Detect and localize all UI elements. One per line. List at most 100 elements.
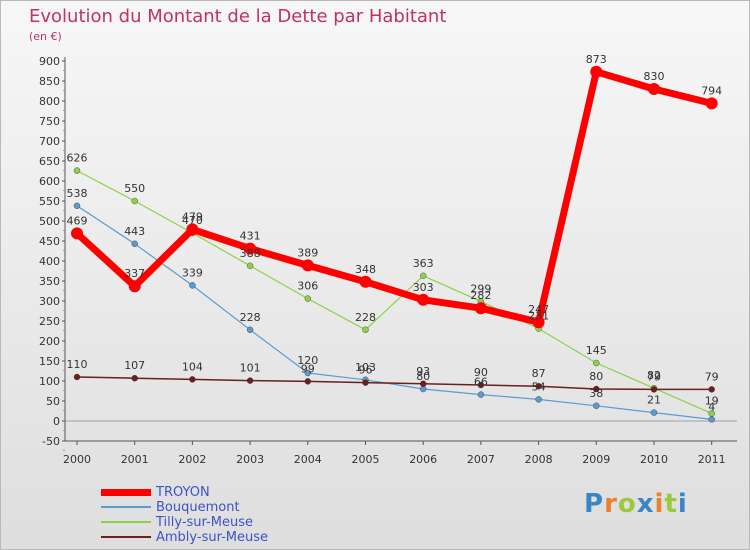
y-tick-label: 850 [39,75,60,88]
data-point [301,259,314,272]
data-label: 82 [647,369,661,382]
data-point [532,316,545,329]
data-label: 830 [644,70,665,83]
logo-letter: r [604,489,618,519]
data-label: 303 [413,281,434,294]
data-label: 626 [67,152,88,165]
data-point [705,97,718,110]
series-line [76,376,713,391]
data-point [420,272,427,279]
data-point [128,280,141,293]
y-tick-label: 600 [39,175,60,188]
series-line [73,68,716,326]
legend: TROYON Bouquemont Tilly-sur-Meuse Ambly-sur… [101,485,421,545]
data-label: 337 [124,267,145,280]
data-label: 101 [240,362,261,375]
logo-letter: x [636,489,655,519]
legend-label: Bouquemont [156,500,240,515]
data-point [73,373,81,381]
data-label: 99 [301,362,315,375]
data-label: 87 [532,367,546,380]
data-label: 306 [297,280,318,293]
logo-letter: t [664,489,678,519]
x-tick-label: 2010 [640,453,668,466]
logo-letter: i [677,489,688,519]
data-label: 110 [67,358,88,371]
data-point [362,379,369,386]
y-tick-label: 500 [39,215,60,228]
data-label: 228 [240,311,261,324]
x-tick-label: 2009 [582,453,610,466]
data-label: 104 [182,360,203,373]
data-point [477,381,485,389]
data-point [131,375,138,382]
chart-title: Evolution du Montant de la Dette par Hab… [29,6,447,27]
y-tick-label: 450 [39,235,60,248]
data-point [593,402,600,409]
data-point [708,410,715,417]
legend-label: Tilly-sur-Meuse [156,515,253,530]
x-tick-label: 2003 [236,453,264,466]
data-point [362,326,369,333]
data-label: 96 [359,364,373,377]
series-line [76,170,713,414]
data-point [304,378,311,385]
data-point [131,240,138,248]
data-label: 363 [413,257,434,270]
y-tick-label: 900 [39,55,60,68]
data-point [71,227,83,240]
x-tick-label: 2008 [525,453,553,466]
data-label: 107 [124,359,145,372]
unit-label: (en €) [29,30,62,43]
data-label: 873 [586,53,607,66]
data-point [186,223,199,236]
logo-letter: i [654,489,665,519]
data-point [131,197,138,205]
data-label: 282 [470,289,491,302]
data-label: 538 [67,187,88,200]
data-label: 550 [124,182,145,195]
logo-letter: P [584,489,605,519]
data-label: 470 [182,214,203,227]
y-tick-label: 350 [39,275,60,288]
data-point [246,377,254,384]
data-label: 469 [67,214,88,227]
data-point [189,282,196,289]
x-tick-label: 2001 [121,453,149,466]
data-point [477,391,485,398]
data-point [650,386,658,393]
logo-letter: o [617,489,637,519]
legend-label: Ambly-sur-Meuse [156,530,269,545]
data-label: 21 [647,394,661,407]
y-tick-label: 800 [39,95,60,108]
data-point [593,385,600,393]
y-tick-label: 550 [39,195,60,208]
data-label: 247 [528,303,549,316]
data-label: 80 [416,370,430,383]
x-tick-label: 2005 [352,453,380,466]
data-label: 66 [474,376,488,389]
x-tick-label: 2011 [698,453,726,466]
legend-item: Tilly-sur-Meuse [101,515,421,530]
y-tick-label: -50 [42,435,60,448]
data-point [593,359,600,367]
legend-item: Ambly-sur-Meuse [101,530,421,545]
data-point [359,275,372,288]
data-label: 431 [240,230,261,243]
data-label: 80 [589,370,603,383]
data-label: 231 [528,310,549,323]
data-label: 38 [589,387,603,400]
legend-swatch [101,488,151,496]
y-tick-label: 50 [46,395,60,408]
data-point [708,416,715,423]
data-point [650,409,658,416]
y-tick-label: 700 [39,135,60,148]
data-point [189,376,196,383]
data-point [420,380,427,387]
data-label: 19 [705,394,719,407]
data-point [73,202,81,210]
data-label: 389 [297,246,318,259]
y-tick-label: 100 [39,375,60,388]
